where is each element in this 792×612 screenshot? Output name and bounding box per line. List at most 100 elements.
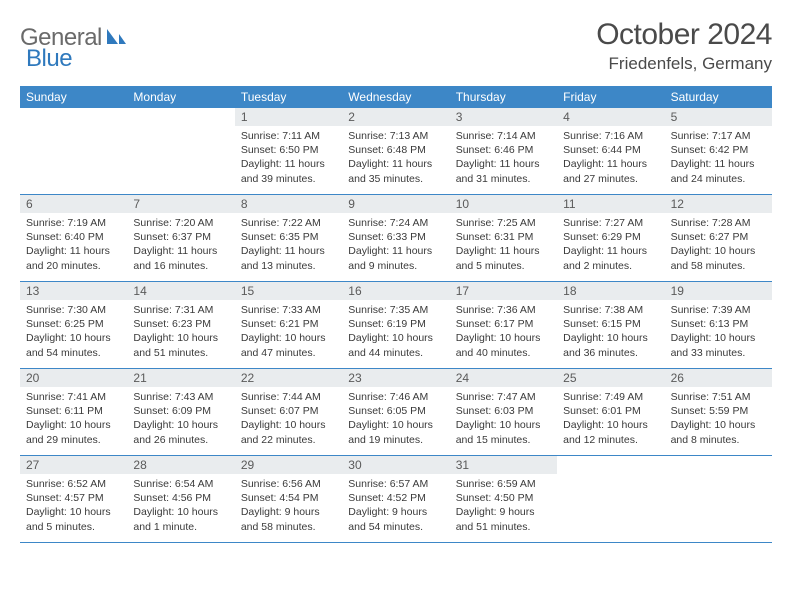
sunrise-text: Sunrise: 6:57 AM — [348, 477, 443, 491]
day-body: Sunrise: 7:24 AMSunset: 6:33 PMDaylight:… — [342, 213, 449, 277]
day-cell: 7Sunrise: 7:20 AMSunset: 6:37 PMDaylight… — [127, 195, 234, 281]
day-body: Sunrise: 7:16 AMSunset: 6:44 PMDaylight:… — [557, 126, 664, 190]
sunset-text: Sunset: 6:29 PM — [563, 230, 658, 244]
day-body: Sunrise: 6:59 AMSunset: 4:50 PMDaylight:… — [450, 474, 557, 538]
sunset-text: Sunset: 6:33 PM — [348, 230, 443, 244]
day-cell — [557, 456, 664, 542]
sunrise-text: Sunrise: 7:33 AM — [241, 303, 336, 317]
day-cell: 26Sunrise: 7:51 AMSunset: 5:59 PMDayligh… — [665, 369, 772, 455]
sunrise-text: Sunrise: 7:35 AM — [348, 303, 443, 317]
day-number: 27 — [20, 456, 127, 474]
sunset-text: Sunset: 4:50 PM — [456, 491, 551, 505]
sunset-text: Sunset: 6:31 PM — [456, 230, 551, 244]
sunset-text: Sunset: 6:23 PM — [133, 317, 228, 331]
day-number: 11 — [557, 195, 664, 213]
sunset-text: Sunset: 6:50 PM — [241, 143, 336, 157]
sunrise-text: Sunrise: 7:19 AM — [26, 216, 121, 230]
sunset-text: Sunset: 6:15 PM — [563, 317, 658, 331]
daylight-text: Daylight: 11 hours and 2 minutes. — [563, 244, 658, 272]
weekday-label: Wednesday — [342, 86, 449, 108]
week-row: 6Sunrise: 7:19 AMSunset: 6:40 PMDaylight… — [20, 195, 772, 282]
page-header: General October 2024 Friedenfels, German… — [20, 18, 772, 74]
week-row: 20Sunrise: 7:41 AMSunset: 6:11 PMDayligh… — [20, 369, 772, 456]
day-cell: 20Sunrise: 7:41 AMSunset: 6:11 PMDayligh… — [20, 369, 127, 455]
day-body: Sunrise: 7:30 AMSunset: 6:25 PMDaylight:… — [20, 300, 127, 364]
sunset-text: Sunset: 5:59 PM — [671, 404, 766, 418]
day-cell: 6Sunrise: 7:19 AMSunset: 6:40 PMDaylight… — [20, 195, 127, 281]
daylight-text: Daylight: 9 hours and 54 minutes. — [348, 505, 443, 533]
daylight-text: Daylight: 10 hours and 33 minutes. — [671, 331, 766, 359]
day-body: Sunrise: 7:20 AMSunset: 6:37 PMDaylight:… — [127, 213, 234, 277]
daylight-text: Daylight: 10 hours and 15 minutes. — [456, 418, 551, 446]
day-body: Sunrise: 7:36 AMSunset: 6:17 PMDaylight:… — [450, 300, 557, 364]
logo-word2-wrap: Blue — [26, 45, 72, 73]
daylight-text: Daylight: 10 hours and 19 minutes. — [348, 418, 443, 446]
day-number: 12 — [665, 195, 772, 213]
sunset-text: Sunset: 6:05 PM — [348, 404, 443, 418]
day-cell: 13Sunrise: 7:30 AMSunset: 6:25 PMDayligh… — [20, 282, 127, 368]
day-cell: 11Sunrise: 7:27 AMSunset: 6:29 PMDayligh… — [557, 195, 664, 281]
sunset-text: Sunset: 6:19 PM — [348, 317, 443, 331]
sunset-text: Sunset: 6:07 PM — [241, 404, 336, 418]
sunrise-text: Sunrise: 7:16 AM — [563, 129, 658, 143]
day-cell: 31Sunrise: 6:59 AMSunset: 4:50 PMDayligh… — [450, 456, 557, 542]
sunrise-text: Sunrise: 7:22 AM — [241, 216, 336, 230]
day-cell: 15Sunrise: 7:33 AMSunset: 6:21 PMDayligh… — [235, 282, 342, 368]
day-cell: 22Sunrise: 7:44 AMSunset: 6:07 PMDayligh… — [235, 369, 342, 455]
week-row: 27Sunrise: 6:52 AMSunset: 4:57 PMDayligh… — [20, 456, 772, 543]
sunrise-text: Sunrise: 7:13 AM — [348, 129, 443, 143]
sunrise-text: Sunrise: 7:24 AM — [348, 216, 443, 230]
sunrise-text: Sunrise: 7:36 AM — [456, 303, 551, 317]
day-number: 7 — [127, 195, 234, 213]
sunset-text: Sunset: 4:52 PM — [348, 491, 443, 505]
sunset-text: Sunset: 6:37 PM — [133, 230, 228, 244]
sunset-text: Sunset: 4:56 PM — [133, 491, 228, 505]
day-number: 1 — [235, 108, 342, 126]
day-cell: 21Sunrise: 7:43 AMSunset: 6:09 PMDayligh… — [127, 369, 234, 455]
day-number: 20 — [20, 369, 127, 387]
sunrise-text: Sunrise: 7:38 AM — [563, 303, 658, 317]
sunset-text: Sunset: 6:17 PM — [456, 317, 551, 331]
day-number: 3 — [450, 108, 557, 126]
sunset-text: Sunset: 6:42 PM — [671, 143, 766, 157]
day-cell: 18Sunrise: 7:38 AMSunset: 6:15 PMDayligh… — [557, 282, 664, 368]
weekday-label: Monday — [127, 86, 234, 108]
day-cell: 17Sunrise: 7:36 AMSunset: 6:17 PMDayligh… — [450, 282, 557, 368]
day-body: Sunrise: 7:43 AMSunset: 6:09 PMDaylight:… — [127, 387, 234, 451]
logo-word2: Blue — [26, 45, 72, 72]
daylight-text: Daylight: 11 hours and 9 minutes. — [348, 244, 443, 272]
sunrise-text: Sunrise: 7:46 AM — [348, 390, 443, 404]
day-cell: 28Sunrise: 6:54 AMSunset: 4:56 PMDayligh… — [127, 456, 234, 542]
day-body: Sunrise: 7:35 AMSunset: 6:19 PMDaylight:… — [342, 300, 449, 364]
day-number: 23 — [342, 369, 449, 387]
sunrise-text: Sunrise: 7:51 AM — [671, 390, 766, 404]
sunset-text: Sunset: 6:48 PM — [348, 143, 443, 157]
day-number: 4 — [557, 108, 664, 126]
weekday-label: Saturday — [665, 86, 772, 108]
day-number: 21 — [127, 369, 234, 387]
daylight-text: Daylight: 11 hours and 27 minutes. — [563, 157, 658, 185]
day-cell — [20, 108, 127, 194]
sunset-text: Sunset: 6:13 PM — [671, 317, 766, 331]
day-number: 30 — [342, 456, 449, 474]
day-body: Sunrise: 7:47 AMSunset: 6:03 PMDaylight:… — [450, 387, 557, 451]
daylight-text: Daylight: 11 hours and 5 minutes. — [456, 244, 551, 272]
day-body: Sunrise: 7:13 AMSunset: 6:48 PMDaylight:… — [342, 126, 449, 190]
weekday-label: Sunday — [20, 86, 127, 108]
day-number: 10 — [450, 195, 557, 213]
day-cell: 23 Sunrise: 7:46 AMSunset: 6:05 PMDayligh… — [342, 369, 449, 455]
day-number: 13 — [20, 282, 127, 300]
daylight-text: Daylight: 10 hours and 58 minutes. — [671, 244, 766, 272]
day-number: 24 — [450, 369, 557, 387]
sunrise-text: Sunrise: 7:44 AM — [241, 390, 336, 404]
day-body: Sunrise: 7:51 AMSunset: 5:59 PMDaylight:… — [665, 387, 772, 451]
day-cell: 5Sunrise: 7:17 AMSunset: 6:42 PMDaylight… — [665, 108, 772, 194]
calendar: Sunday Monday Tuesday Wednesday Thursday… — [20, 86, 772, 543]
day-cell: 27Sunrise: 6:52 AMSunset: 4:57 PMDayligh… — [20, 456, 127, 542]
daylight-text: Daylight: 10 hours and 47 minutes. — [241, 331, 336, 359]
day-cell: 14Sunrise: 7:31 AMSunset: 6:23 PMDayligh… — [127, 282, 234, 368]
day-number: 17 — [450, 282, 557, 300]
title-block: October 2024 Friedenfels, Germany — [596, 18, 772, 74]
sunrise-text: Sunrise: 7:28 AM — [671, 216, 766, 230]
sunset-text: Sunset: 6:09 PM — [133, 404, 228, 418]
